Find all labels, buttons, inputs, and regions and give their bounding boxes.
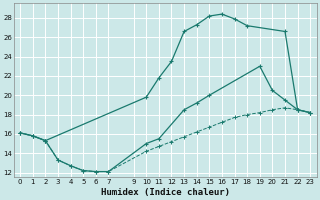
- X-axis label: Humidex (Indice chaleur): Humidex (Indice chaleur): [101, 188, 230, 197]
